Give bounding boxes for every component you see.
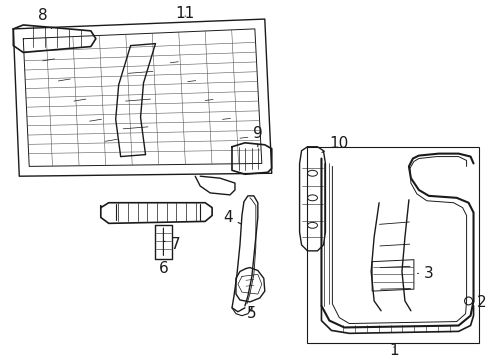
Text: 7: 7 bbox=[163, 238, 180, 252]
Text: 9: 9 bbox=[252, 126, 262, 147]
Text: 10: 10 bbox=[321, 136, 348, 152]
Text: 6: 6 bbox=[158, 228, 168, 276]
Bar bbox=[306, 147, 478, 343]
Text: 4: 4 bbox=[223, 210, 241, 225]
Text: 5: 5 bbox=[246, 306, 256, 321]
Text: 3: 3 bbox=[417, 266, 433, 281]
Text: 1: 1 bbox=[388, 343, 398, 357]
Text: 2: 2 bbox=[471, 296, 485, 310]
Text: 8: 8 bbox=[38, 8, 52, 28]
Text: 11: 11 bbox=[175, 6, 195, 21]
